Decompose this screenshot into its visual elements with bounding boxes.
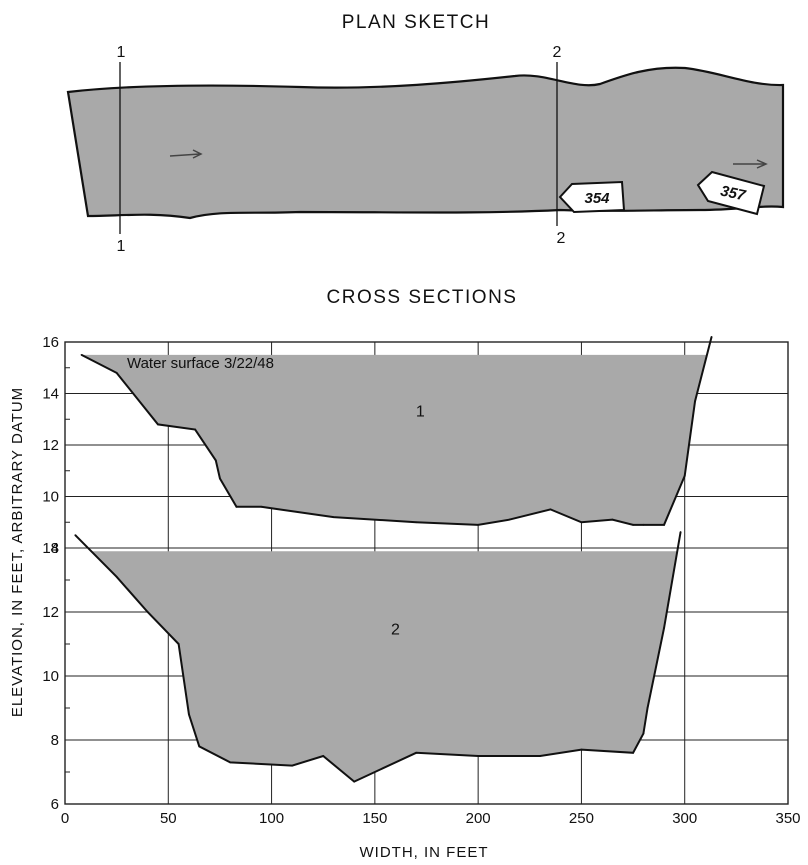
bed-point xyxy=(642,732,645,735)
y-tick-label: 6 xyxy=(51,796,59,813)
bed-point xyxy=(260,505,263,508)
bed-point xyxy=(115,575,118,578)
bed-point xyxy=(214,459,217,462)
section-2-bottom-label: 2 xyxy=(557,230,566,247)
bed-point xyxy=(694,400,696,403)
bed-point xyxy=(508,518,511,521)
bed-point xyxy=(679,531,682,533)
y-tick-label: 8 xyxy=(51,732,59,749)
bed-point xyxy=(353,780,356,783)
y-tick-label: 12 xyxy=(42,437,59,454)
y-tick-label: 8 xyxy=(51,540,59,557)
bed-point xyxy=(115,372,118,374)
x-tick-label: 50 xyxy=(160,810,177,827)
x-tick-label: 200 xyxy=(466,810,491,827)
x-tick-label: 250 xyxy=(569,810,594,827)
y-tick-label: 14 xyxy=(42,540,59,557)
bed-point xyxy=(80,353,83,356)
cross-sections-title: CROSS SECTIONS xyxy=(327,287,518,308)
bed-point xyxy=(198,745,201,748)
flow-arrow-icon xyxy=(169,149,203,159)
bed-point xyxy=(683,475,686,477)
bed-point xyxy=(663,627,665,629)
water-area-section-2 xyxy=(91,551,678,782)
bed-point xyxy=(177,643,180,645)
bed-point xyxy=(194,428,197,431)
x-tick-label: 100 xyxy=(259,810,284,827)
x-tick-label: 350 xyxy=(775,810,800,827)
y-tick-label: 12 xyxy=(42,604,59,621)
bed-point xyxy=(322,755,325,757)
bed-point xyxy=(549,508,552,511)
bed-point xyxy=(477,523,480,526)
section-1-top-label: 1 xyxy=(117,44,126,61)
bed-point xyxy=(188,713,190,716)
y-tick-label: 14 xyxy=(42,386,59,403)
x-tick-label: 150 xyxy=(362,810,387,827)
bed-point xyxy=(235,505,238,508)
bed-point xyxy=(415,751,418,754)
stake-marker-357-label: 357 xyxy=(719,183,748,205)
bed-point xyxy=(477,755,480,757)
section-1-bottom-label: 1 xyxy=(117,238,126,255)
stake-marker-354-label: 354 xyxy=(584,190,610,207)
stake-marker-354: 354 xyxy=(558,180,626,214)
y-tick-label: 16 xyxy=(42,334,59,351)
bed-point xyxy=(229,761,232,764)
bed-point xyxy=(611,518,614,521)
y-axis-title: ELEVATION, IN FEET, ARBITRARY DATUM xyxy=(9,387,26,717)
plan-sketch-title: PLAN SKETCH xyxy=(342,12,490,33)
x-tick-label: 0 xyxy=(61,810,69,827)
cross-section-label-1: 1 xyxy=(416,404,425,421)
cross-section-label-2: 2 xyxy=(391,621,400,638)
flow-arrow-icon xyxy=(733,159,768,169)
bed-point xyxy=(710,335,713,338)
bed-point xyxy=(146,611,149,613)
bed-point xyxy=(646,707,649,709)
cross-section-chart: 0 50 100 150 200 250 300 350 8 10 12 14 16 1 Water sur… xyxy=(42,334,800,827)
bed-point xyxy=(632,751,634,754)
water-area-section-1 xyxy=(81,354,707,525)
section-2-top-label: 2 xyxy=(553,44,562,61)
bed-point xyxy=(663,523,665,526)
stake-marker-357: 357 xyxy=(696,170,766,216)
bed-point xyxy=(539,755,542,757)
bed-point xyxy=(580,521,583,524)
bed-point xyxy=(642,523,645,526)
y-tick-label: 10 xyxy=(42,668,59,685)
bed-point xyxy=(74,534,77,537)
x-axis-title: WIDTH, IN FEET xyxy=(360,844,489,861)
bed-point xyxy=(415,521,418,524)
x-tick-label: 300 xyxy=(672,810,697,827)
river-channel xyxy=(66,66,785,220)
bed-point xyxy=(291,764,294,767)
water-surface-annotation: Water surface 3/22/48 xyxy=(127,355,274,372)
bed-point xyxy=(580,748,583,751)
bed-point xyxy=(157,423,159,426)
bed-point xyxy=(632,523,634,526)
bed-point xyxy=(332,516,335,518)
bed-point xyxy=(219,477,221,480)
y-tick-label: 10 xyxy=(42,489,59,506)
